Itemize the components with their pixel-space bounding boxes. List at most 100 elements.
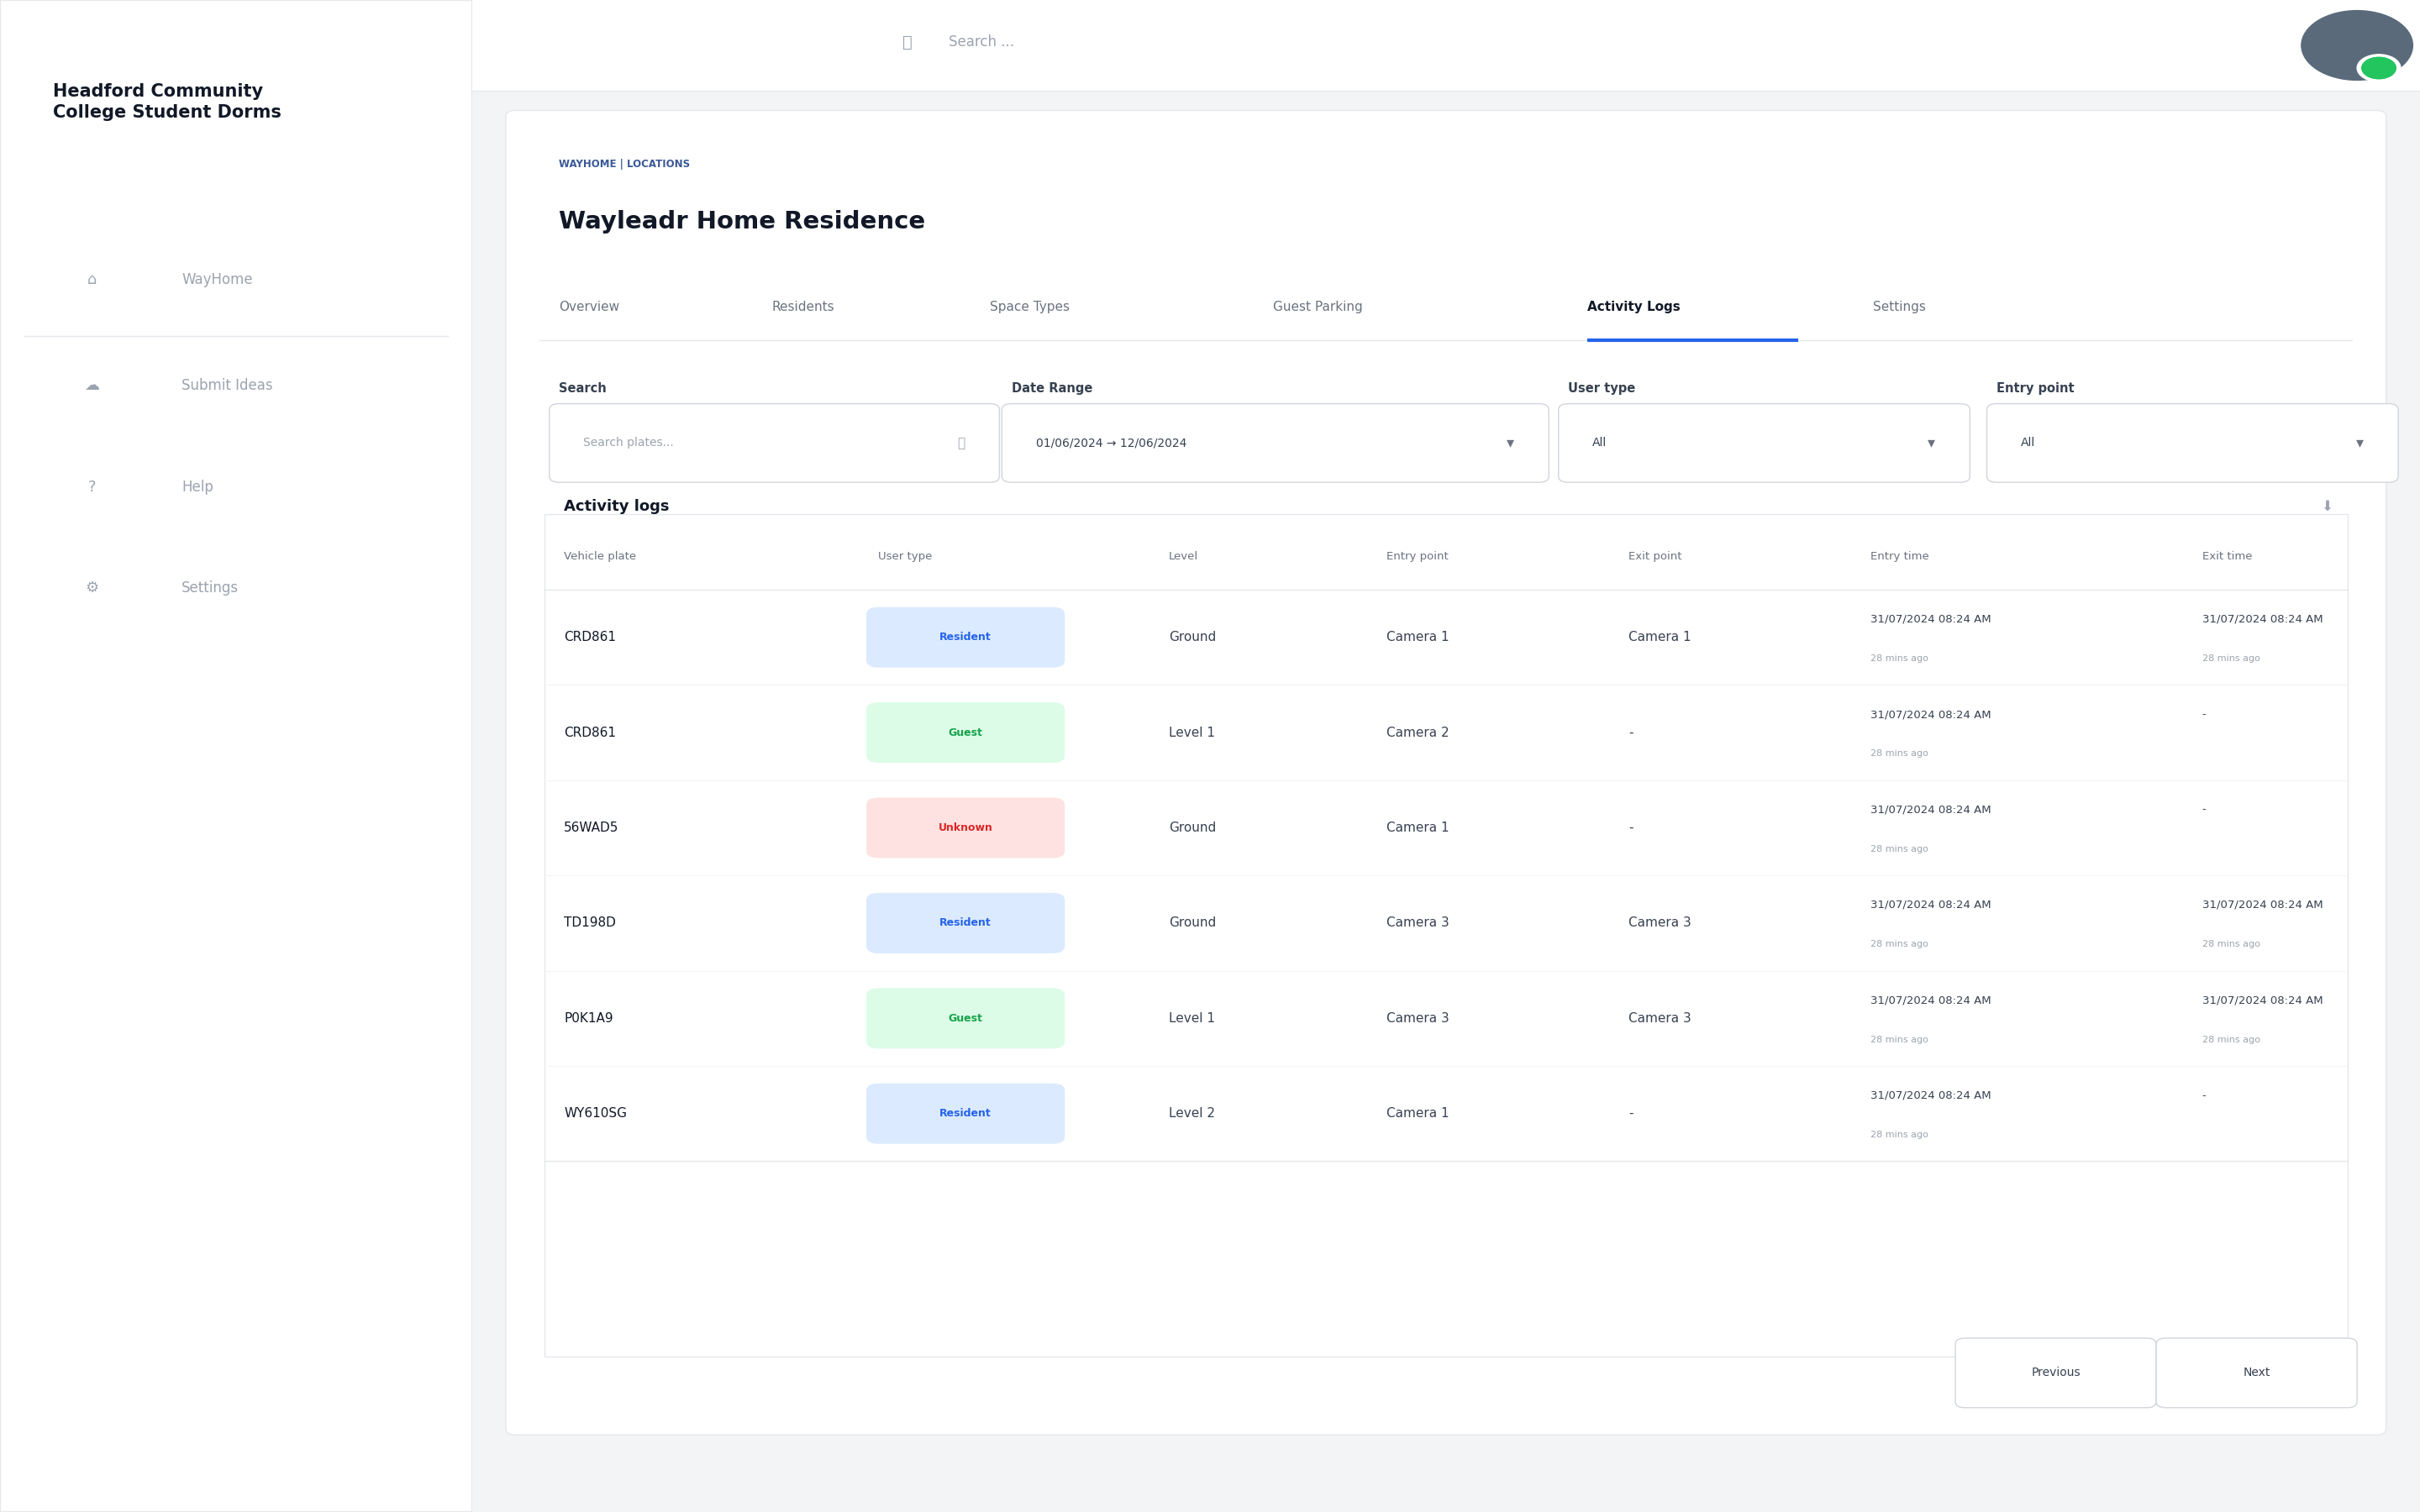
Text: Ground: Ground xyxy=(1169,821,1217,835)
Text: Search: Search xyxy=(559,383,607,395)
Text: Help: Help xyxy=(182,479,213,494)
Text: Guest: Guest xyxy=(949,727,983,738)
Text: ⌂: ⌂ xyxy=(87,272,97,287)
Text: Search plates...: Search plates... xyxy=(583,437,673,449)
FancyBboxPatch shape xyxy=(866,989,1065,1049)
Text: Overview: Overview xyxy=(559,301,620,313)
Text: CRD861: CRD861 xyxy=(564,631,617,644)
Text: Submit Ideas: Submit Ideas xyxy=(182,378,273,393)
FancyBboxPatch shape xyxy=(1558,404,1970,482)
Text: ⚙: ⚙ xyxy=(85,581,99,596)
FancyBboxPatch shape xyxy=(549,404,999,482)
Text: Next: Next xyxy=(2243,1367,2270,1379)
FancyBboxPatch shape xyxy=(544,514,2347,1356)
Text: ⌕: ⌕ xyxy=(903,35,912,50)
Text: Resident: Resident xyxy=(939,632,992,643)
Text: Exit time: Exit time xyxy=(2202,550,2253,562)
Text: Camera 1: Camera 1 xyxy=(1629,631,1692,644)
Text: All: All xyxy=(1592,437,1607,449)
Text: All: All xyxy=(2021,437,2035,449)
Text: WayHome: WayHome xyxy=(182,272,252,287)
Text: 28 mins ago: 28 mins ago xyxy=(1871,1036,1929,1043)
Text: Search ...: Search ... xyxy=(949,35,1014,50)
Text: Camera 3: Camera 3 xyxy=(1387,1012,1450,1025)
Text: 28 mins ago: 28 mins ago xyxy=(1871,940,1929,948)
Text: 31/07/2024 08:24 AM: 31/07/2024 08:24 AM xyxy=(1871,709,1992,720)
FancyBboxPatch shape xyxy=(866,894,1065,954)
Text: Settings: Settings xyxy=(182,581,240,596)
Text: Resident: Resident xyxy=(939,1108,992,1119)
Text: Activity logs: Activity logs xyxy=(564,499,670,514)
Text: 56WAD5: 56WAD5 xyxy=(564,821,620,835)
Text: -: - xyxy=(2202,709,2207,720)
Text: Camera 1: Camera 1 xyxy=(1387,1107,1450,1120)
FancyBboxPatch shape xyxy=(2156,1338,2357,1408)
Text: WAYHOME | LOCATIONS: WAYHOME | LOCATIONS xyxy=(559,159,690,169)
Text: Camera 1: Camera 1 xyxy=(1387,821,1450,835)
FancyBboxPatch shape xyxy=(0,0,472,1512)
Text: Camera 3: Camera 3 xyxy=(1629,1012,1692,1025)
Text: Headford Community
College Student Dorms: Headford Community College Student Dorms xyxy=(53,83,281,121)
Text: Entry time: Entry time xyxy=(1871,550,1929,562)
Text: ⌕: ⌕ xyxy=(956,437,966,449)
Text: 31/07/2024 08:24 AM: 31/07/2024 08:24 AM xyxy=(1871,614,1992,624)
Text: 31/07/2024 08:24 AM: 31/07/2024 08:24 AM xyxy=(1871,1090,1992,1101)
Text: -: - xyxy=(1629,821,1634,835)
Text: Camera 3: Camera 3 xyxy=(1387,916,1450,930)
Text: Ground: Ground xyxy=(1169,631,1217,644)
Text: -: - xyxy=(1629,1107,1634,1120)
Text: User type: User type xyxy=(1568,383,1636,395)
Text: 28 mins ago: 28 mins ago xyxy=(2202,940,2260,948)
Text: 28 mins ago: 28 mins ago xyxy=(1871,750,1929,758)
Text: User type: User type xyxy=(878,550,932,562)
Text: Camera 1: Camera 1 xyxy=(1387,631,1450,644)
Text: ▾: ▾ xyxy=(2355,435,2364,451)
Text: 31/07/2024 08:24 AM: 31/07/2024 08:24 AM xyxy=(1871,900,1992,910)
Text: Camera 2: Camera 2 xyxy=(1387,726,1450,739)
Text: Entry point: Entry point xyxy=(1387,550,1450,562)
Text: 31/07/2024 08:24 AM: 31/07/2024 08:24 AM xyxy=(2202,995,2323,1005)
Text: CRD861: CRD861 xyxy=(564,726,617,739)
Text: Camera 3: Camera 3 xyxy=(1629,916,1692,930)
Text: Level 1: Level 1 xyxy=(1169,726,1215,739)
FancyBboxPatch shape xyxy=(1002,404,1549,482)
Text: 01/06/2024 → 12/06/2024: 01/06/2024 → 12/06/2024 xyxy=(1036,437,1186,449)
Text: WY610SG: WY610SG xyxy=(564,1107,627,1120)
FancyBboxPatch shape xyxy=(866,703,1065,764)
Text: 31/07/2024 08:24 AM: 31/07/2024 08:24 AM xyxy=(1871,995,1992,1005)
Text: Level 2: Level 2 xyxy=(1169,1107,1215,1120)
Text: 31/07/2024 08:24 AM: 31/07/2024 08:24 AM xyxy=(2202,900,2323,910)
Text: ▾: ▾ xyxy=(1505,435,1515,451)
Text: Activity Logs: Activity Logs xyxy=(1588,301,1679,313)
Circle shape xyxy=(2301,11,2413,80)
Text: ▾: ▾ xyxy=(1926,435,1936,451)
Circle shape xyxy=(2362,57,2396,79)
Text: Guest Parking: Guest Parking xyxy=(1273,301,1362,313)
Text: 31/07/2024 08:24 AM: 31/07/2024 08:24 AM xyxy=(2202,614,2323,624)
Text: P0K1A9: P0K1A9 xyxy=(564,1012,612,1025)
Text: ?: ? xyxy=(87,479,97,494)
Text: Wayleadr Home Residence: Wayleadr Home Residence xyxy=(559,210,924,234)
Text: 28 mins ago: 28 mins ago xyxy=(2202,1036,2260,1043)
Text: 31/07/2024 08:24 AM: 31/07/2024 08:24 AM xyxy=(1871,804,1992,815)
Text: TD198D: TD198D xyxy=(564,916,615,930)
Text: Date Range: Date Range xyxy=(1012,383,1091,395)
Text: -: - xyxy=(2202,804,2207,815)
Text: Level: Level xyxy=(1169,550,1198,562)
Text: Guest: Guest xyxy=(949,1013,983,1024)
Text: Previous: Previous xyxy=(2030,1367,2081,1379)
Text: 28 mins ago: 28 mins ago xyxy=(1871,845,1929,853)
Text: Level 1: Level 1 xyxy=(1169,1012,1215,1025)
Text: 28 mins ago: 28 mins ago xyxy=(2202,655,2260,662)
Text: Space Types: Space Types xyxy=(990,301,1070,313)
Circle shape xyxy=(2357,54,2401,82)
FancyBboxPatch shape xyxy=(1987,404,2398,482)
Text: Vehicle plate: Vehicle plate xyxy=(564,550,636,562)
Text: Unknown: Unknown xyxy=(939,823,992,833)
Circle shape xyxy=(2362,57,2396,79)
Text: 28 mins ago: 28 mins ago xyxy=(1871,1131,1929,1139)
Text: ⬇: ⬇ xyxy=(2321,499,2333,514)
FancyBboxPatch shape xyxy=(1955,1338,2156,1408)
FancyBboxPatch shape xyxy=(506,110,2386,1435)
FancyBboxPatch shape xyxy=(472,0,2420,91)
